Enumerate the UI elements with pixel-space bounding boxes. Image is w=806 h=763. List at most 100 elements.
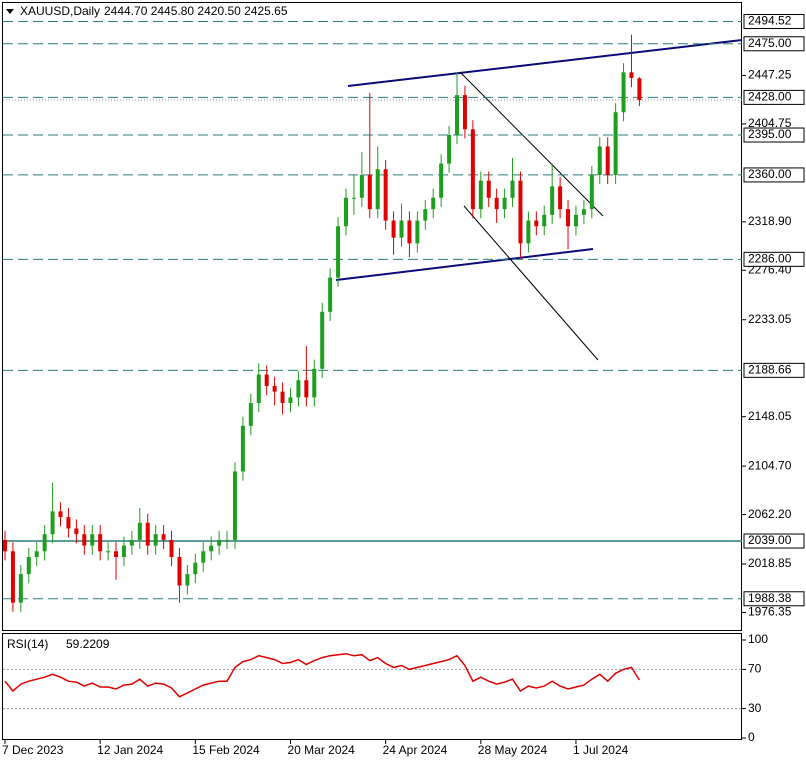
quote: 2444.70 2445.80 2420.50 2425.65	[104, 4, 288, 18]
candle-body	[304, 380, 309, 398]
candle-body	[566, 209, 571, 227]
level-label-box	[743, 362, 805, 378]
candle-body	[605, 146, 610, 175]
candle-body	[58, 511, 63, 518]
candle-body	[74, 528, 79, 535]
level-label-box	[743, 14, 805, 30]
candle-body	[320, 311, 325, 369]
candle-body	[573, 214, 578, 227]
trend-line	[347, 39, 743, 87]
level-label: 1988.38	[748, 591, 792, 605]
rsi-y-tick-label: 0	[748, 730, 755, 744]
level-label-box	[743, 89, 805, 105]
candle-body	[328, 277, 333, 312]
candle-body	[550, 186, 555, 215]
candle-body	[423, 209, 428, 221]
level-label-box	[743, 167, 805, 183]
y-tick-label: 1976.35	[748, 605, 792, 619]
candle-body	[98, 534, 103, 552]
candle-body	[129, 539, 134, 546]
y-tick-label: 2233.05	[748, 312, 792, 326]
candle-body	[193, 562, 198, 575]
rsi-y-tick-label: 100	[748, 632, 768, 646]
level-label: 2188.66	[748, 363, 792, 377]
candle-body	[201, 551, 206, 563]
symbol: XAUUSD,Daily	[20, 4, 100, 18]
candle-body	[597, 146, 602, 175]
y-tick-label: 2062.20	[748, 507, 792, 521]
candle-body	[407, 220, 412, 244]
candle-body	[383, 169, 388, 221]
candle-body	[312, 368, 317, 398]
level-label-box	[743, 127, 805, 143]
level-label: 2395.00	[748, 127, 792, 141]
x-tick-label: 12 Jan 2024	[97, 743, 163, 757]
candle-body	[217, 539, 222, 546]
y-tick-label: 2104.70	[748, 458, 792, 472]
level-label-box	[743, 533, 805, 549]
candle-body	[502, 197, 507, 210]
y-tick-label: 2318.90	[748, 214, 792, 228]
candle-body	[50, 511, 55, 535]
level-label: 2039.00	[748, 533, 792, 547]
x-tick-label: 28 May 2024	[478, 743, 548, 757]
candle-body	[248, 403, 253, 426]
level-label-box	[743, 36, 805, 52]
candle-body	[34, 551, 39, 558]
candle-body	[534, 220, 539, 227]
candle-body	[542, 214, 547, 227]
candle-body	[399, 220, 404, 238]
y-tick-label: 2447.25	[748, 68, 792, 82]
x-tick-label: 20 Mar 2024	[287, 743, 355, 757]
menu-icon	[6, 9, 14, 14]
candle-body	[137, 522, 142, 540]
candle-body	[26, 557, 31, 575]
candle-body	[272, 385, 277, 392]
trend-line	[463, 205, 599, 361]
candle-body	[375, 169, 380, 210]
candle-body	[462, 95, 467, 130]
rsi-y-tick-label: 30	[748, 701, 762, 715]
candle-body	[153, 534, 158, 546]
main-panel	[2, 2, 742, 631]
candle-body	[431, 197, 436, 210]
candle-body	[470, 129, 475, 210]
level-label: 2286.00	[748, 252, 792, 266]
candle-body	[121, 545, 126, 558]
candle-body	[240, 425, 245, 472]
rsi-line	[4, 652, 641, 698]
candle-body	[367, 174, 372, 210]
candle-body	[526, 220, 531, 244]
rsi-y-tick-label: 70	[748, 662, 762, 676]
candle-body	[486, 180, 491, 198]
candle-body	[415, 220, 420, 244]
candle-body	[359, 174, 364, 198]
candle-body	[161, 534, 166, 540]
candle-body	[351, 197, 356, 199]
candle-body	[288, 397, 293, 404]
candle-body	[613, 112, 618, 175]
candle-body	[18, 574, 23, 603]
candle-body	[42, 534, 47, 552]
candle-body	[343, 197, 348, 227]
level-label: 2494.52	[748, 14, 792, 28]
candle-body	[494, 197, 499, 210]
level-label: 2428.00	[748, 90, 792, 104]
level-label-box	[743, 251, 805, 267]
y-tick-label: 2148.05	[748, 409, 792, 423]
candle-body	[439, 163, 444, 198]
candle-body	[478, 180, 483, 210]
trend-line	[335, 248, 594, 281]
x-tick-label: 7 Dec 2023	[2, 743, 64, 757]
candle-body	[169, 539, 174, 558]
candle-body	[589, 174, 594, 210]
level-label: 2475.00	[748, 36, 792, 50]
candle-body	[296, 380, 301, 398]
rsi-name: RSI(14)	[7, 637, 48, 651]
candle-body	[581, 209, 586, 215]
candle-body	[510, 180, 515, 198]
candle-body	[114, 551, 119, 558]
level-label-box	[743, 591, 805, 607]
candle-body	[455, 95, 460, 136]
